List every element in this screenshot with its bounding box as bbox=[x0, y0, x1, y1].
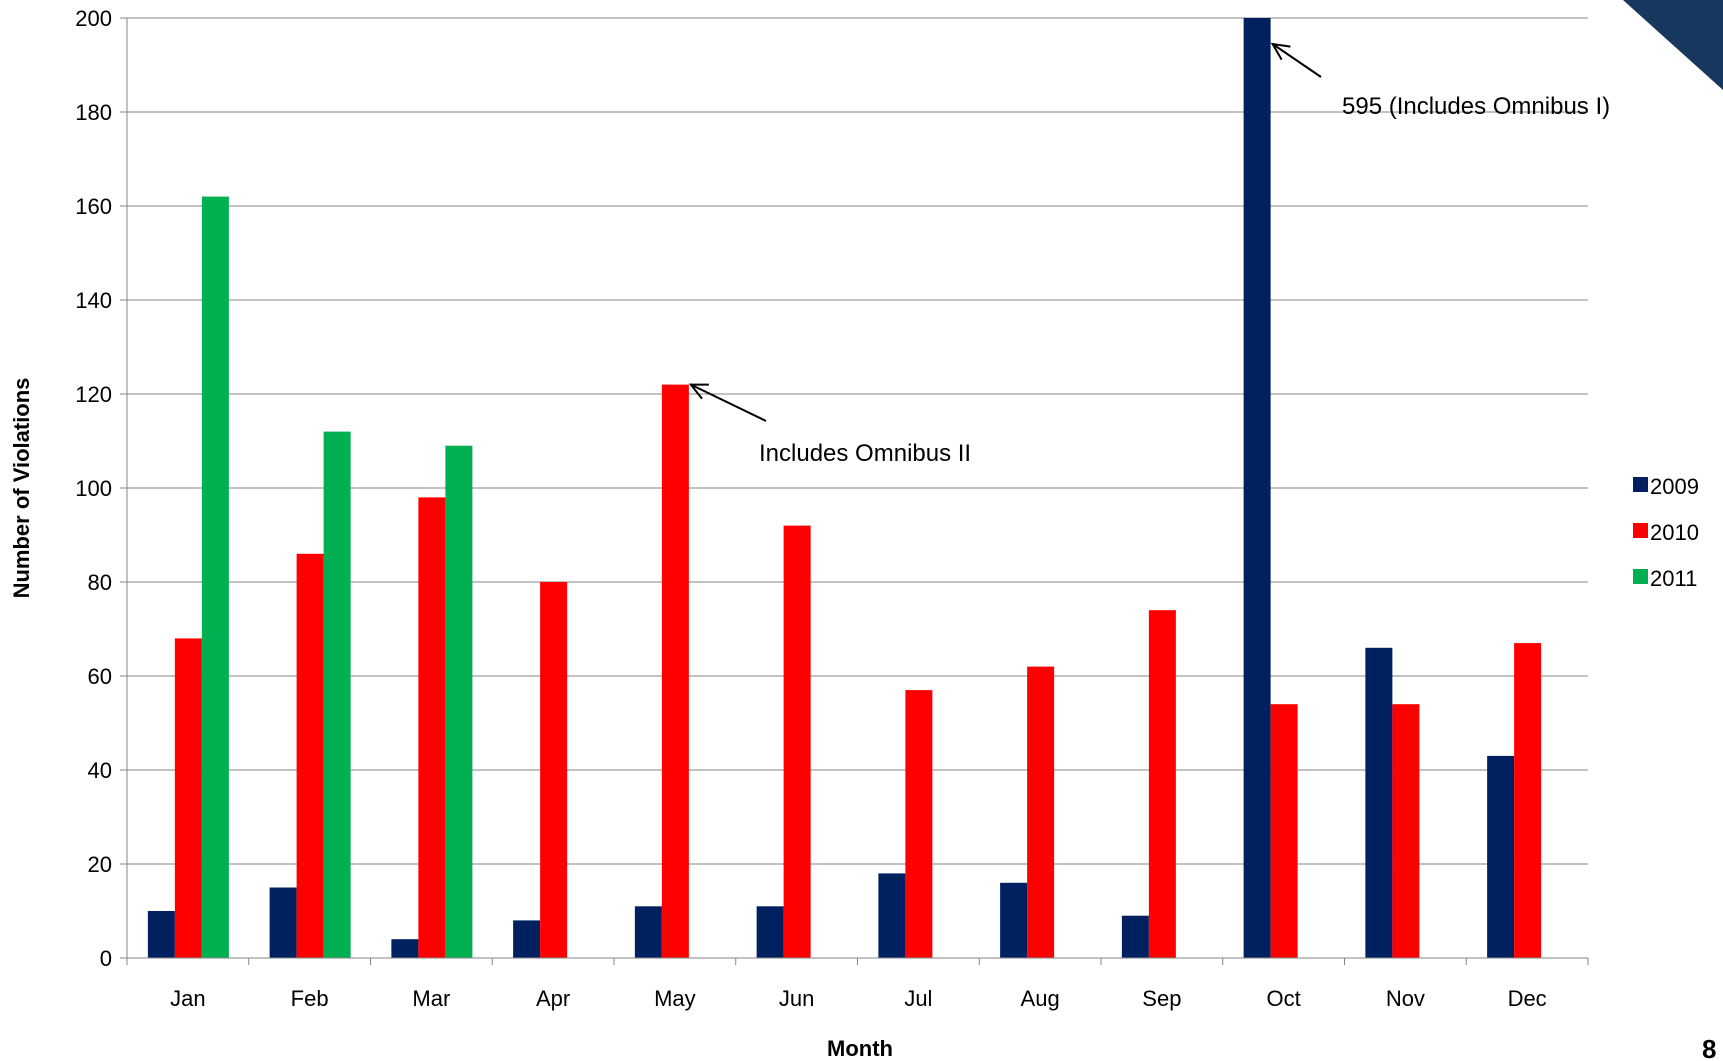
legend-swatch-2010 bbox=[1633, 523, 1648, 538]
y-tick-label: 200 bbox=[75, 6, 112, 31]
x-tick-label-aug: Aug bbox=[1021, 986, 1060, 1011]
y-tick-label: 120 bbox=[75, 382, 112, 407]
bar-2010-oct bbox=[1271, 704, 1298, 958]
page-number: 8 bbox=[1702, 1034, 1716, 1061]
legend-label-2009: 2009 bbox=[1650, 474, 1699, 499]
bar-2010-mar bbox=[418, 497, 445, 958]
y-tick-label: 140 bbox=[75, 288, 112, 313]
bar-2009-apr bbox=[513, 920, 540, 958]
x-axis-title: Month bbox=[827, 1036, 893, 1061]
x-tick-label-jan: Jan bbox=[170, 986, 205, 1011]
x-tick-label-may: May bbox=[654, 986, 696, 1011]
bar-2010-apr bbox=[540, 582, 567, 958]
bar-2009-jun bbox=[757, 906, 784, 958]
bar-2011-mar bbox=[445, 446, 472, 958]
annotation-arrow-omnibus-ii bbox=[691, 385, 766, 421]
y-tick-label: 0 bbox=[100, 946, 112, 971]
bar-2009-dec bbox=[1487, 756, 1514, 958]
bar-2010-may bbox=[662, 385, 689, 958]
bar-2010-dec bbox=[1514, 643, 1541, 958]
y-tick-label: 180 bbox=[75, 100, 112, 125]
bar-2010-jan bbox=[175, 638, 202, 958]
bar-2009-nov bbox=[1365, 648, 1392, 958]
y-axis-title: Number of Violations bbox=[9, 378, 34, 599]
legend-label-2011: 2011 bbox=[1650, 566, 1697, 591]
x-tick-label-dec: Dec bbox=[1508, 986, 1547, 1011]
bar-2010-aug bbox=[1027, 667, 1054, 958]
corner-decoration bbox=[1623, 0, 1723, 90]
bar-2009-jan bbox=[148, 911, 175, 958]
bar-2011-feb bbox=[324, 432, 351, 958]
bar-2010-jul bbox=[905, 690, 932, 958]
legend-label-2010: 2010 bbox=[1650, 520, 1699, 545]
legend: 2009 2010 2011 bbox=[1633, 474, 1699, 591]
bar-2010-sep bbox=[1149, 610, 1176, 958]
y-tick-label: 100 bbox=[75, 476, 112, 501]
x-tick-label-nov: Nov bbox=[1386, 986, 1425, 1011]
y-tick-label: 20 bbox=[88, 852, 112, 877]
bar-2009-may bbox=[635, 906, 662, 958]
annotation-arrow-omnibus-i bbox=[1273, 44, 1321, 77]
bar-2010-jun bbox=[784, 526, 811, 958]
bar-2011-jan bbox=[202, 197, 229, 958]
bar-2010-feb bbox=[297, 554, 324, 958]
bar-2009-oct bbox=[1244, 18, 1271, 958]
legend-swatch-2009 bbox=[1633, 477, 1648, 492]
bar-2009-mar bbox=[391, 939, 418, 958]
x-tick-label-jun: Jun bbox=[779, 986, 814, 1011]
x-tick-label-oct: Oct bbox=[1267, 986, 1301, 1011]
legend-swatch-2011 bbox=[1633, 569, 1648, 584]
y-tick-label: 60 bbox=[88, 664, 112, 689]
annotation-omnibus-ii: Includes Omnibus II bbox=[759, 440, 971, 467]
bar-2009-aug bbox=[1000, 883, 1027, 958]
bar-2009-jul bbox=[878, 873, 905, 958]
x-tick-label-sep: Sep bbox=[1142, 986, 1181, 1011]
y-tick-label: 160 bbox=[75, 194, 112, 219]
x-tick-label-jul: Jul bbox=[904, 986, 932, 1011]
annotation-omnibus-i: 595 (Includes Omnibus I) bbox=[1342, 93, 1610, 120]
bar-2009-feb bbox=[270, 888, 297, 959]
x-tick-label-feb: Feb bbox=[291, 986, 329, 1011]
y-tick-label: 40 bbox=[88, 758, 112, 783]
x-tick-label-apr: Apr bbox=[536, 986, 570, 1011]
bar-2010-nov bbox=[1392, 704, 1419, 958]
bar-2009-sep bbox=[1122, 916, 1149, 958]
y-tick-label: 80 bbox=[88, 570, 112, 595]
x-tick-label-mar: Mar bbox=[412, 986, 450, 1011]
